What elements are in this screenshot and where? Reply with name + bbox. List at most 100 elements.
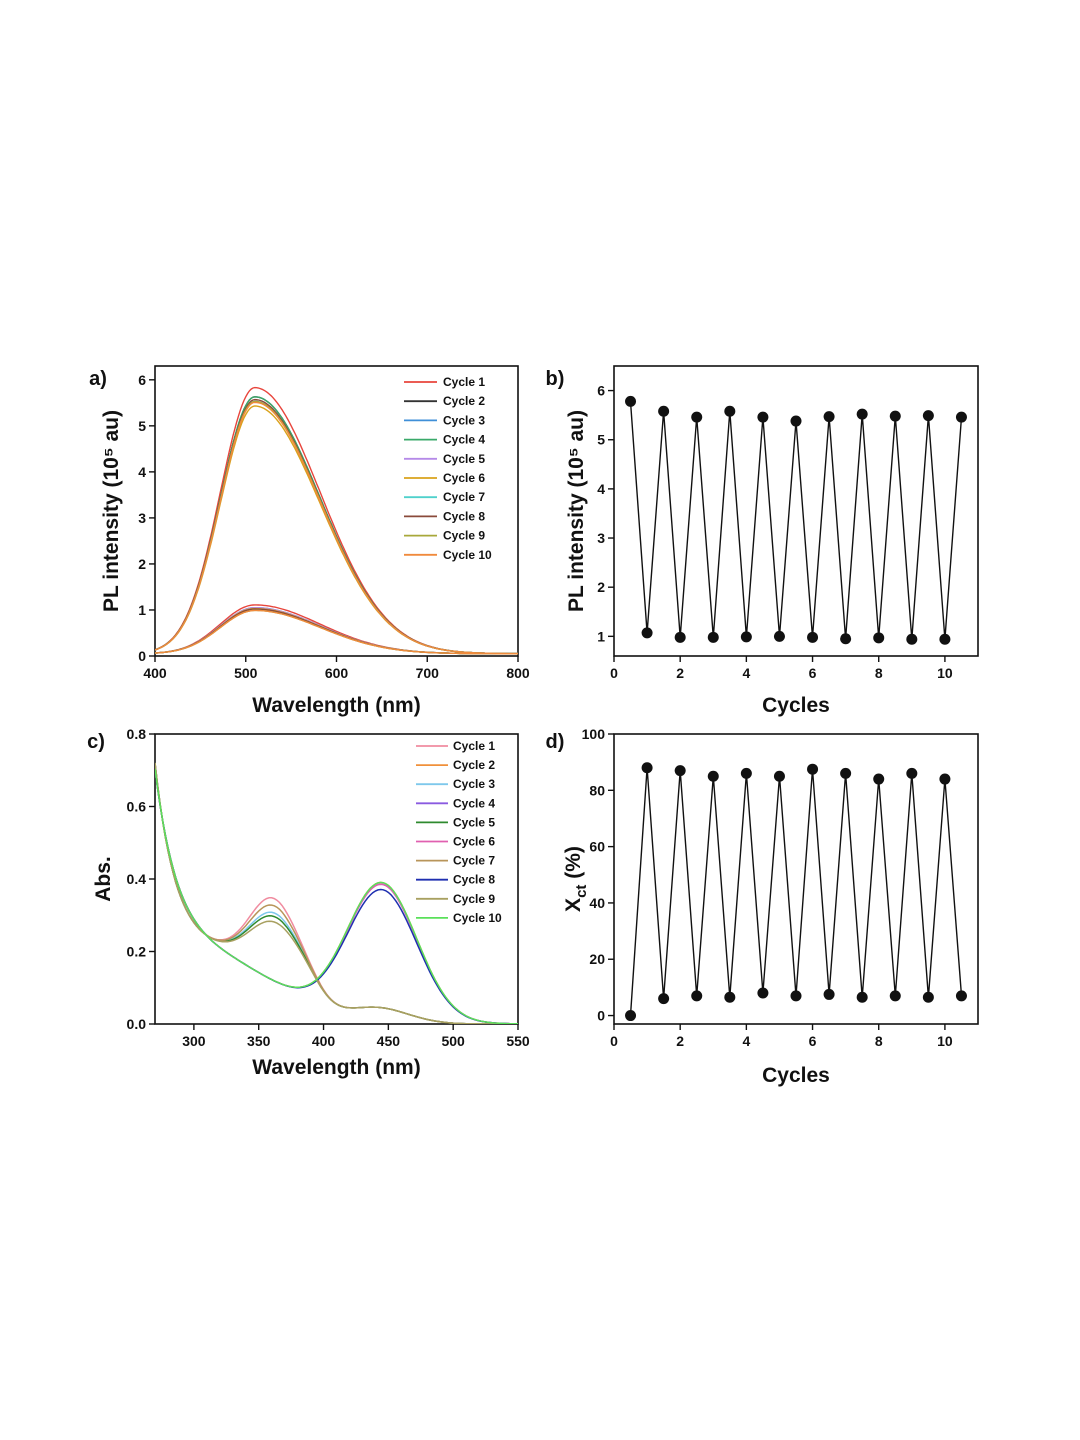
panel-label: b) xyxy=(546,368,565,390)
y-tick-label: 0.8 xyxy=(127,726,147,742)
y-tick-label: 0.2 xyxy=(127,944,147,960)
y-tick-label: 5 xyxy=(138,418,146,434)
x-tick-label: 4 xyxy=(742,1033,750,1049)
series-line xyxy=(155,401,518,655)
data-point xyxy=(641,627,653,639)
x-tick-label: 500 xyxy=(234,665,258,681)
x-tick-label: 6 xyxy=(809,1033,817,1049)
data-point xyxy=(906,633,918,645)
x-tick-label: 4 xyxy=(742,665,750,681)
x-tick-label: 10 xyxy=(937,665,953,681)
legend-label: Cycle 7 xyxy=(453,854,495,868)
data-point xyxy=(707,631,719,643)
legend-label: Cycle 3 xyxy=(443,413,485,427)
y-tick-label: 5 xyxy=(597,432,605,448)
y-tick-label: 3 xyxy=(597,530,605,546)
data-point xyxy=(823,411,835,423)
legend-label: Cycle 4 xyxy=(443,433,485,447)
y-tick-label: 40 xyxy=(589,895,605,911)
data-point xyxy=(757,987,769,999)
data-point xyxy=(823,988,835,1000)
y-tick-label: 100 xyxy=(582,726,606,742)
y-tick-label: 0.6 xyxy=(127,799,147,815)
legend-label: Cycle 7 xyxy=(443,490,485,504)
y-tick-label: 6 xyxy=(138,372,146,388)
chart-c: 300 350 400 450 500 550 0.0 0.2 0.4 0.6 0.8 Wavelen… xyxy=(87,726,530,1079)
legend-label: Cycle 8 xyxy=(443,509,485,523)
data-point xyxy=(641,762,653,774)
x-tick-label: 450 xyxy=(377,1033,401,1049)
data-point xyxy=(674,631,686,643)
y-tick-label: 4 xyxy=(138,464,146,480)
x-tick-label: 300 xyxy=(182,1033,206,1049)
legend-label: Cycle 10 xyxy=(453,911,502,925)
data-point xyxy=(856,408,868,420)
legend-label: Cycle 5 xyxy=(453,815,495,829)
series-line xyxy=(155,768,518,1024)
y-tick-label: 6 xyxy=(597,383,605,399)
data-point xyxy=(840,633,852,645)
data-point xyxy=(856,991,868,1003)
series-group xyxy=(155,762,518,1024)
x-tick-label: 2 xyxy=(676,665,684,681)
legend-label: Cycle 6 xyxy=(453,835,495,849)
y-tick-label: 0 xyxy=(138,648,146,664)
data-point xyxy=(939,633,951,645)
x-tick-label: 0 xyxy=(610,1033,618,1049)
series-line xyxy=(155,609,518,655)
y-tick-label: 0.0 xyxy=(127,1016,147,1032)
x-tick-label: 8 xyxy=(875,665,883,681)
y-tick-label: 1 xyxy=(138,602,146,618)
data-point xyxy=(674,765,686,777)
x-tick-label: 700 xyxy=(416,665,440,681)
legend-label: Cycle 2 xyxy=(443,394,485,408)
series-line xyxy=(155,604,518,655)
legend-label: Cycle 9 xyxy=(443,529,485,543)
data-point xyxy=(889,990,901,1002)
x-tick-label: 800 xyxy=(506,665,530,681)
y-axis-title: PL intensity (10⁵ au) xyxy=(565,410,588,612)
x-tick-label: 0 xyxy=(610,665,618,681)
chart-a: 400 500 600 700 800 0 1 2 3 4 5 6 Wavelength (nm) a) P… xyxy=(89,365,530,717)
data-point xyxy=(955,411,967,423)
legend-label: Cycle 1 xyxy=(443,375,485,389)
data-point xyxy=(922,991,934,1003)
data-point xyxy=(691,411,703,423)
panel-label: d) xyxy=(546,731,565,753)
data-point xyxy=(740,767,752,779)
legend-label: Cycle 1 xyxy=(453,739,495,753)
y-axis-title: Abs. xyxy=(92,856,115,902)
y-tick-label: 4 xyxy=(597,481,605,497)
legend-label: Cycle 6 xyxy=(443,471,485,485)
series-line xyxy=(629,401,963,640)
panel-label: c) xyxy=(87,731,105,753)
y-tick-label: 60 xyxy=(589,839,605,855)
y-tick-label: 1 xyxy=(597,628,605,644)
legend-label: Cycle 4 xyxy=(453,796,495,810)
y-title-sub: ct xyxy=(573,885,590,898)
x-axis-title: Wavelength (nm) xyxy=(252,1056,420,1079)
data-point xyxy=(773,630,785,642)
data-point xyxy=(658,405,670,417)
y-tick-label: 20 xyxy=(589,951,605,967)
data-point xyxy=(740,631,752,643)
x-tick-label: 10 xyxy=(937,1033,953,1049)
data-point xyxy=(658,993,670,1005)
legend-label: Cycle 2 xyxy=(453,758,495,772)
data-point xyxy=(807,631,819,643)
y-tick-label: 3 xyxy=(138,510,146,526)
data-point xyxy=(773,770,785,782)
y-axis-title: Xct (%) xyxy=(562,846,590,912)
data-point xyxy=(955,990,967,1002)
data-point xyxy=(840,767,852,779)
legend-label: Cycle 3 xyxy=(453,777,495,791)
y-axis-title: PL intensity (10⁵ au) xyxy=(100,410,123,612)
x-tick-label: 400 xyxy=(312,1033,336,1049)
data-point xyxy=(724,991,736,1003)
series-line xyxy=(629,767,963,1016)
data-point xyxy=(873,773,885,785)
plot-frame xyxy=(613,733,979,1025)
